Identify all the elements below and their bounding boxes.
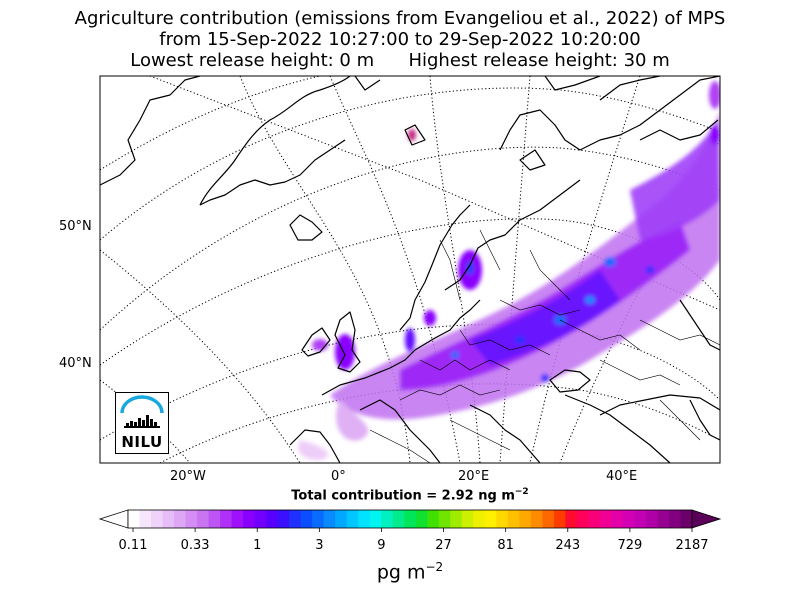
total-contribution-text: Total contribution = 2.92 ng m <box>291 488 515 504</box>
colorbar-segment <box>335 510 348 528</box>
colorbar-segment <box>185 510 198 528</box>
colorbar-over-arrow <box>691 509 722 529</box>
colorbar-tick-label: 3 <box>315 538 324 553</box>
colorbar-tick-label: 2187 <box>675 538 709 553</box>
colorbar-segment <box>174 510 186 528</box>
colorbar-segment <box>507 510 520 528</box>
colorbar-segment <box>450 510 463 528</box>
colorbar-segment <box>139 510 152 528</box>
colorbar-tick-label: 27 <box>435 538 452 553</box>
concentration-plume <box>298 81 720 460</box>
colorbar-segment <box>277 510 290 528</box>
colorbar-segment <box>300 510 313 528</box>
nilu-logo-icon <box>120 395 164 428</box>
title-line-1: Agriculture contribution (emissions from… <box>74 8 726 29</box>
colorbar-tick-label: 0.11 <box>118 538 148 553</box>
colorbar-segment <box>634 510 647 528</box>
colorbar-segment <box>404 510 417 528</box>
colorbar-segment <box>231 510 244 528</box>
title-line-3: Lowest release height: 0 m Highest relea… <box>130 50 670 71</box>
lon-label-20e: 20°E <box>458 469 490 484</box>
nilu-logo-text: NILU <box>121 433 163 451</box>
colorbar-segment <box>266 510 279 528</box>
colorbar-tick-label: 0.33 <box>180 538 210 553</box>
colorbar-tick-label: 1 <box>253 538 262 553</box>
colorbar-unit-exponent: −2 <box>425 560 444 574</box>
colorbar-segment <box>220 510 232 528</box>
total-contribution: Total contribution = 2.92 ng m−2 <box>0 487 800 503</box>
colorbar-segment <box>323 510 336 528</box>
colorbar-segment <box>197 510 209 528</box>
colorbar-segment <box>553 510 566 528</box>
coastlines <box>100 76 720 463</box>
colorbar-segment <box>151 510 163 528</box>
colorbar-segment <box>128 510 140 528</box>
nilu-logo: NILU <box>115 392 169 454</box>
colorbar-segment <box>358 510 371 528</box>
title-line-2: from 15-Sep-2022 10:27:00 to 29-Sep-2022… <box>159 29 641 50</box>
lon-label-0: 0° <box>331 469 346 484</box>
colorbar <box>98 509 722 532</box>
colorbar-segment <box>622 510 635 528</box>
colorbar-segment <box>542 510 555 528</box>
colorbar-unit-text: pg m <box>376 561 426 584</box>
colorbar-segment <box>565 510 578 528</box>
colorbar-frame <box>127 509 693 529</box>
colorbar-segment <box>461 510 474 528</box>
colorbar-segment <box>668 510 681 528</box>
colorbar-segment <box>576 510 589 528</box>
colorbar-tick-label: 81 <box>497 538 514 553</box>
colorbar-segment <box>369 510 382 528</box>
lat-label-50n: 50°N <box>59 219 92 234</box>
colorbar-segment <box>392 510 405 528</box>
colorbar-unit: pg m−2 <box>0 560 800 583</box>
colorbar-segment <box>484 510 497 528</box>
colorbar-segment <box>312 510 325 528</box>
colorbar-segment <box>611 510 624 528</box>
colorbar-segment <box>588 510 601 528</box>
colorbar-segment <box>381 510 394 528</box>
lon-label-40e: 40°E <box>606 469 638 484</box>
map-frame <box>99 75 721 464</box>
colorbar-segment <box>346 510 359 528</box>
colorbar-segment <box>645 510 658 528</box>
country-borders <box>369 229 720 463</box>
colorbar-segment <box>657 510 670 528</box>
colorbar-segment <box>680 510 693 528</box>
colorbar-tick-label: 729 <box>617 538 643 553</box>
colorbar-segment <box>162 510 175 528</box>
colorbar-segment <box>415 510 428 528</box>
colorbar-tick-label: 243 <box>555 538 581 553</box>
colorbar-segment <box>427 510 440 528</box>
colorbar-segment <box>438 510 451 528</box>
colorbar-segment <box>496 510 509 528</box>
colorbar-tick-label: 9 <box>377 538 386 553</box>
colorbar-segment <box>519 510 532 528</box>
lon-label-20w: 20°W <box>170 469 206 484</box>
colorbar-segment <box>473 510 486 528</box>
lat-label-40n: 40°N <box>59 356 92 371</box>
colorbar-segment <box>254 510 267 528</box>
colorbar-under-arrow <box>98 509 129 529</box>
colorbar-segment <box>289 510 302 528</box>
colorbar-segment <box>208 510 221 528</box>
total-contribution-exponent: −2 <box>514 487 529 497</box>
colorbar-segment <box>243 510 256 528</box>
colorbar-segment <box>530 510 543 528</box>
colorbar-segment <box>599 510 612 528</box>
